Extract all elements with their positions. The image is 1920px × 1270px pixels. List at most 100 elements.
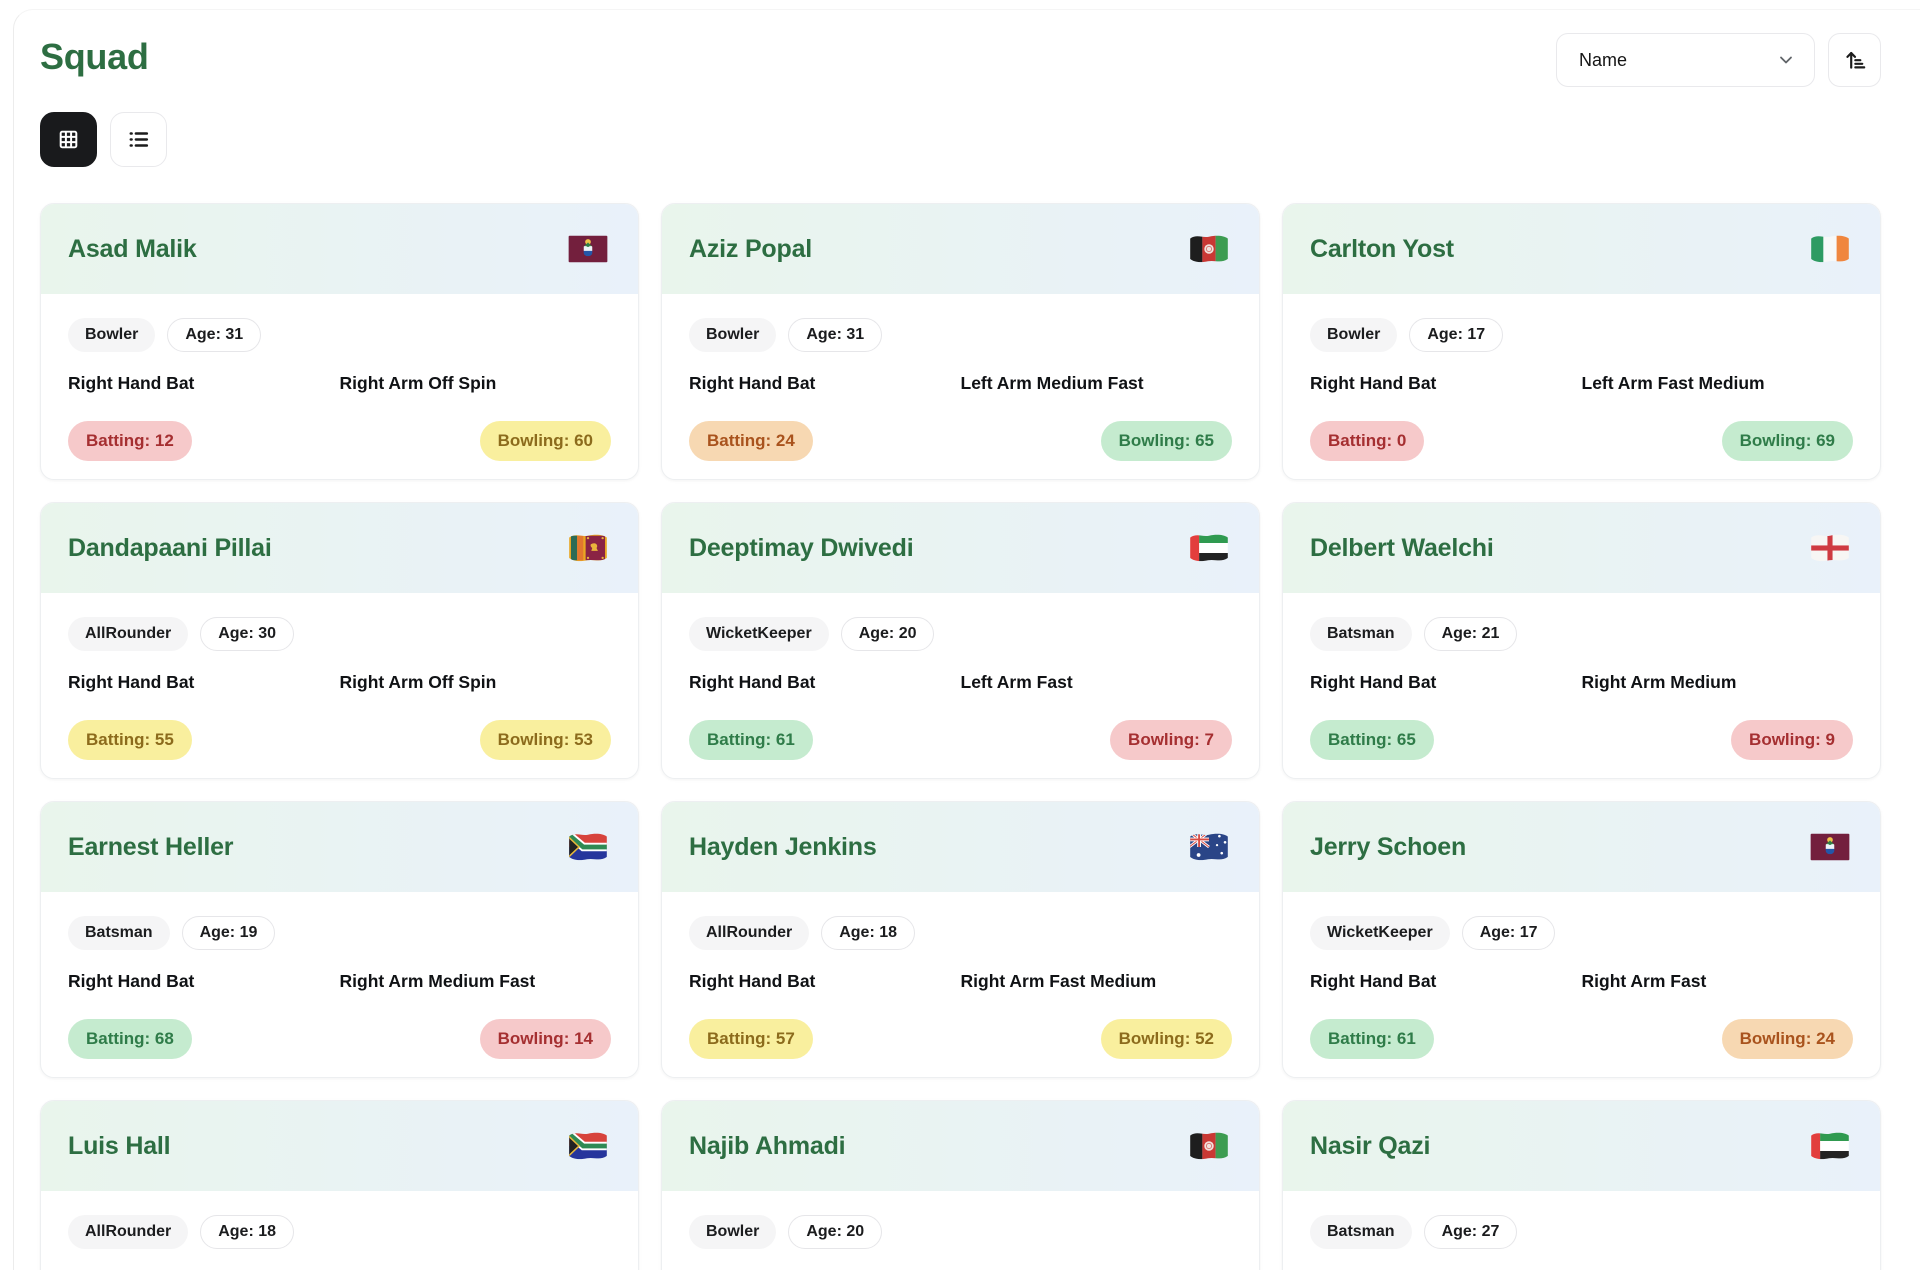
bowling-style: Left Arm Fast Medium [1581,373,1765,393]
bowling-style: Right Arm Fast [1581,971,1707,991]
batting-style: Right Hand Bat [689,971,816,991]
player-card-header: Asad Malik [41,204,638,294]
age-badge: Age: 30 [200,617,295,651]
bowling-score-badge: Bowling: 60 [479,421,611,461]
bowling-style: Right Arm Off Spin [339,373,497,393]
role-badge: Batsman [1310,1215,1412,1249]
player-card[interactable]: Hayden Jenkins AllRounder Age: 18 Right Han… [661,801,1260,1078]
player-name: Hayden Jenkins [689,832,877,861]
player-name: Nasir Qazi [1310,1131,1431,1160]
player-styles: Right Hand Bat Right Arm Off Spin [68,373,611,394]
sort-select-value: Name [1579,49,1628,70]
player-name: Dandapaani Pillai [68,533,272,562]
bowling-score-badge: Bowling: 14 [479,1019,611,1059]
player-card-body: AllRounder Age: 18 Right Hand Bat Right Arm… [662,892,1259,1059]
player-name: Jerry Schoen [1310,832,1467,861]
player-card-body: Batsman Age: 27 [1283,1191,1880,1249]
player-card-header: Hayden Jenkins [662,802,1259,892]
player-card[interactable]: Carlton Yost Bowler Age: 17 Right Hand Bat L… [1282,203,1881,480]
grid-view-button[interactable] [40,112,97,167]
player-card[interactable]: Delbert Waelchi Batsman Age: 21 Right Hand … [1282,502,1881,779]
player-card[interactable]: Luis Hall AllRounder Age: 18 [40,1100,639,1270]
player-card[interactable]: Jerry Schoen WicketKeeper Age: 17 Right Han… [1282,801,1881,1078]
sort-direction-button[interactable] [1828,33,1881,87]
batting-score-badge: Batting: 55 [68,720,192,760]
batting-score-badge: Batting: 68 [68,1019,192,1059]
age-badge: Age: 20 [840,617,935,651]
flag-uae-icon [1186,531,1232,565]
bowling-score-badge: Bowling: 7 [1110,720,1232,760]
player-badges: Bowler Age: 31 [689,318,1232,352]
batting-score-badge: Batting: 0 [1310,421,1425,461]
player-card[interactable]: Earnest Heller Batsman Age: 19 Right Hand B… [40,801,639,1078]
view-toggle [40,112,1881,167]
bowling-score-badge: Bowling: 9 [1731,720,1853,760]
grid-icon [56,127,81,152]
player-scores: Batting: 0 Bowling: 69 [1310,421,1853,461]
player-card[interactable]: Aziz Popal Bowler Age: 31 Right Hand Bat Lef… [661,203,1260,480]
player-badges: WicketKeeper Age: 20 [689,617,1232,651]
player-card[interactable]: Dandapaani Pillai AllRounder Age: 30 Right … [40,502,639,779]
player-styles: Right Hand Bat Right Arm Medium Fast [68,971,611,992]
player-card-body: Batsman Age: 19 Right Hand Bat Right Arm Me… [41,892,638,1059]
player-styles: Right Hand Bat Left Arm Fast [689,672,1232,693]
player-styles: Right Hand Bat Left Arm Fast Medium [1310,373,1853,394]
flag-afghanistan-icon [1186,232,1232,266]
flag-ireland-icon [1807,232,1853,266]
player-card-body: AllRounder Age: 18 [41,1191,638,1249]
bowling-score-badge: Bowling: 53 [479,720,611,760]
player-card[interactable]: Nasir Qazi Batsman Age: 27 [1282,1100,1881,1270]
player-card[interactable]: Najib Ahmadi Bowler Age: 20 [661,1100,1260,1270]
player-card-body: WicketKeeper Age: 20 Right Hand Bat Left Ar… [662,593,1259,760]
role-badge: Bowler [68,318,156,352]
player-badges: Batsman Age: 27 [1310,1215,1853,1249]
batting-style: Right Hand Bat [68,373,195,393]
player-card[interactable]: Deeptimay Dwivedi WicketKeeper Age: 20 Righ… [661,502,1260,779]
role-badge: Bowler [689,318,777,352]
player-grid: Asad Malik Bowler Age: 31 Right Hand Bat Rig… [40,203,1881,1270]
age-badge: Age: 20 [788,1215,883,1249]
batting-score-badge: Batting: 65 [1310,720,1434,760]
player-styles: Right Hand Bat Right Arm Off Spin [68,672,611,693]
player-badges: WicketKeeper Age: 17 [1310,916,1853,950]
player-scores: Batting: 12 Bowling: 60 [68,421,611,461]
bowling-style: Right Arm Fast Medium [960,971,1157,991]
player-card-body: Batsman Age: 21 Right Hand Bat Right Arm Me… [1283,593,1880,760]
player-name: Carlton Yost [1310,234,1454,263]
player-card-header: Nasir Qazi [1283,1101,1880,1191]
age-badge: Age: 18 [821,916,916,950]
player-badges: Batsman Age: 19 [68,916,611,950]
flag-australia-icon [1186,830,1232,864]
bowling-style: Right Arm Medium [1581,672,1737,692]
player-card-body: WicketKeeper Age: 17 Right Hand Bat Right A… [1283,892,1880,1059]
bowling-score-badge: Bowling: 65 [1100,421,1232,461]
batting-score-badge: Batting: 24 [689,421,813,461]
player-badges: Bowler Age: 31 [68,318,611,352]
player-name: Earnest Heller [68,832,234,861]
player-scores: Batting: 61 Bowling: 7 [689,720,1232,760]
player-name: Deeptimay Dwivedi [689,533,914,562]
player-badges: Bowler Age: 17 [1310,318,1853,352]
player-badges: AllRounder Age: 18 [68,1215,611,1249]
player-card-body: Bowler Age: 17 Right Hand Bat Left Arm Fast… [1283,294,1880,461]
player-card-header: Najib Ahmadi [662,1101,1259,1191]
role-badge: AllRounder [68,617,189,651]
flag-south-africa-icon [565,1129,611,1163]
player-scores: Batting: 55 Bowling: 53 [68,720,611,760]
sort-select[interactable]: Name [1556,33,1815,87]
player-scores: Batting: 68 Bowling: 14 [68,1019,611,1059]
player-card-header: Dandapaani Pillai [41,503,638,593]
list-view-button[interactable] [110,112,167,167]
age-badge: Age: 19 [181,916,276,950]
batting-style: Right Hand Bat [1310,373,1437,393]
bowling-score-badge: Bowling: 24 [1721,1019,1853,1059]
age-badge: Age: 31 [788,318,883,352]
batting-style: Right Hand Bat [1310,672,1437,692]
flag-afghanistan-icon [1186,1129,1232,1163]
flag-england-icon [1807,531,1853,565]
batting-score-badge: Batting: 57 [689,1019,813,1059]
player-card-header: Luis Hall [41,1101,638,1191]
player-scores: Batting: 61 Bowling: 24 [1310,1019,1853,1059]
player-scores: Batting: 57 Bowling: 52 [689,1019,1232,1059]
player-card[interactable]: Asad Malik Bowler Age: 31 Right Hand Bat Rig… [40,203,639,480]
